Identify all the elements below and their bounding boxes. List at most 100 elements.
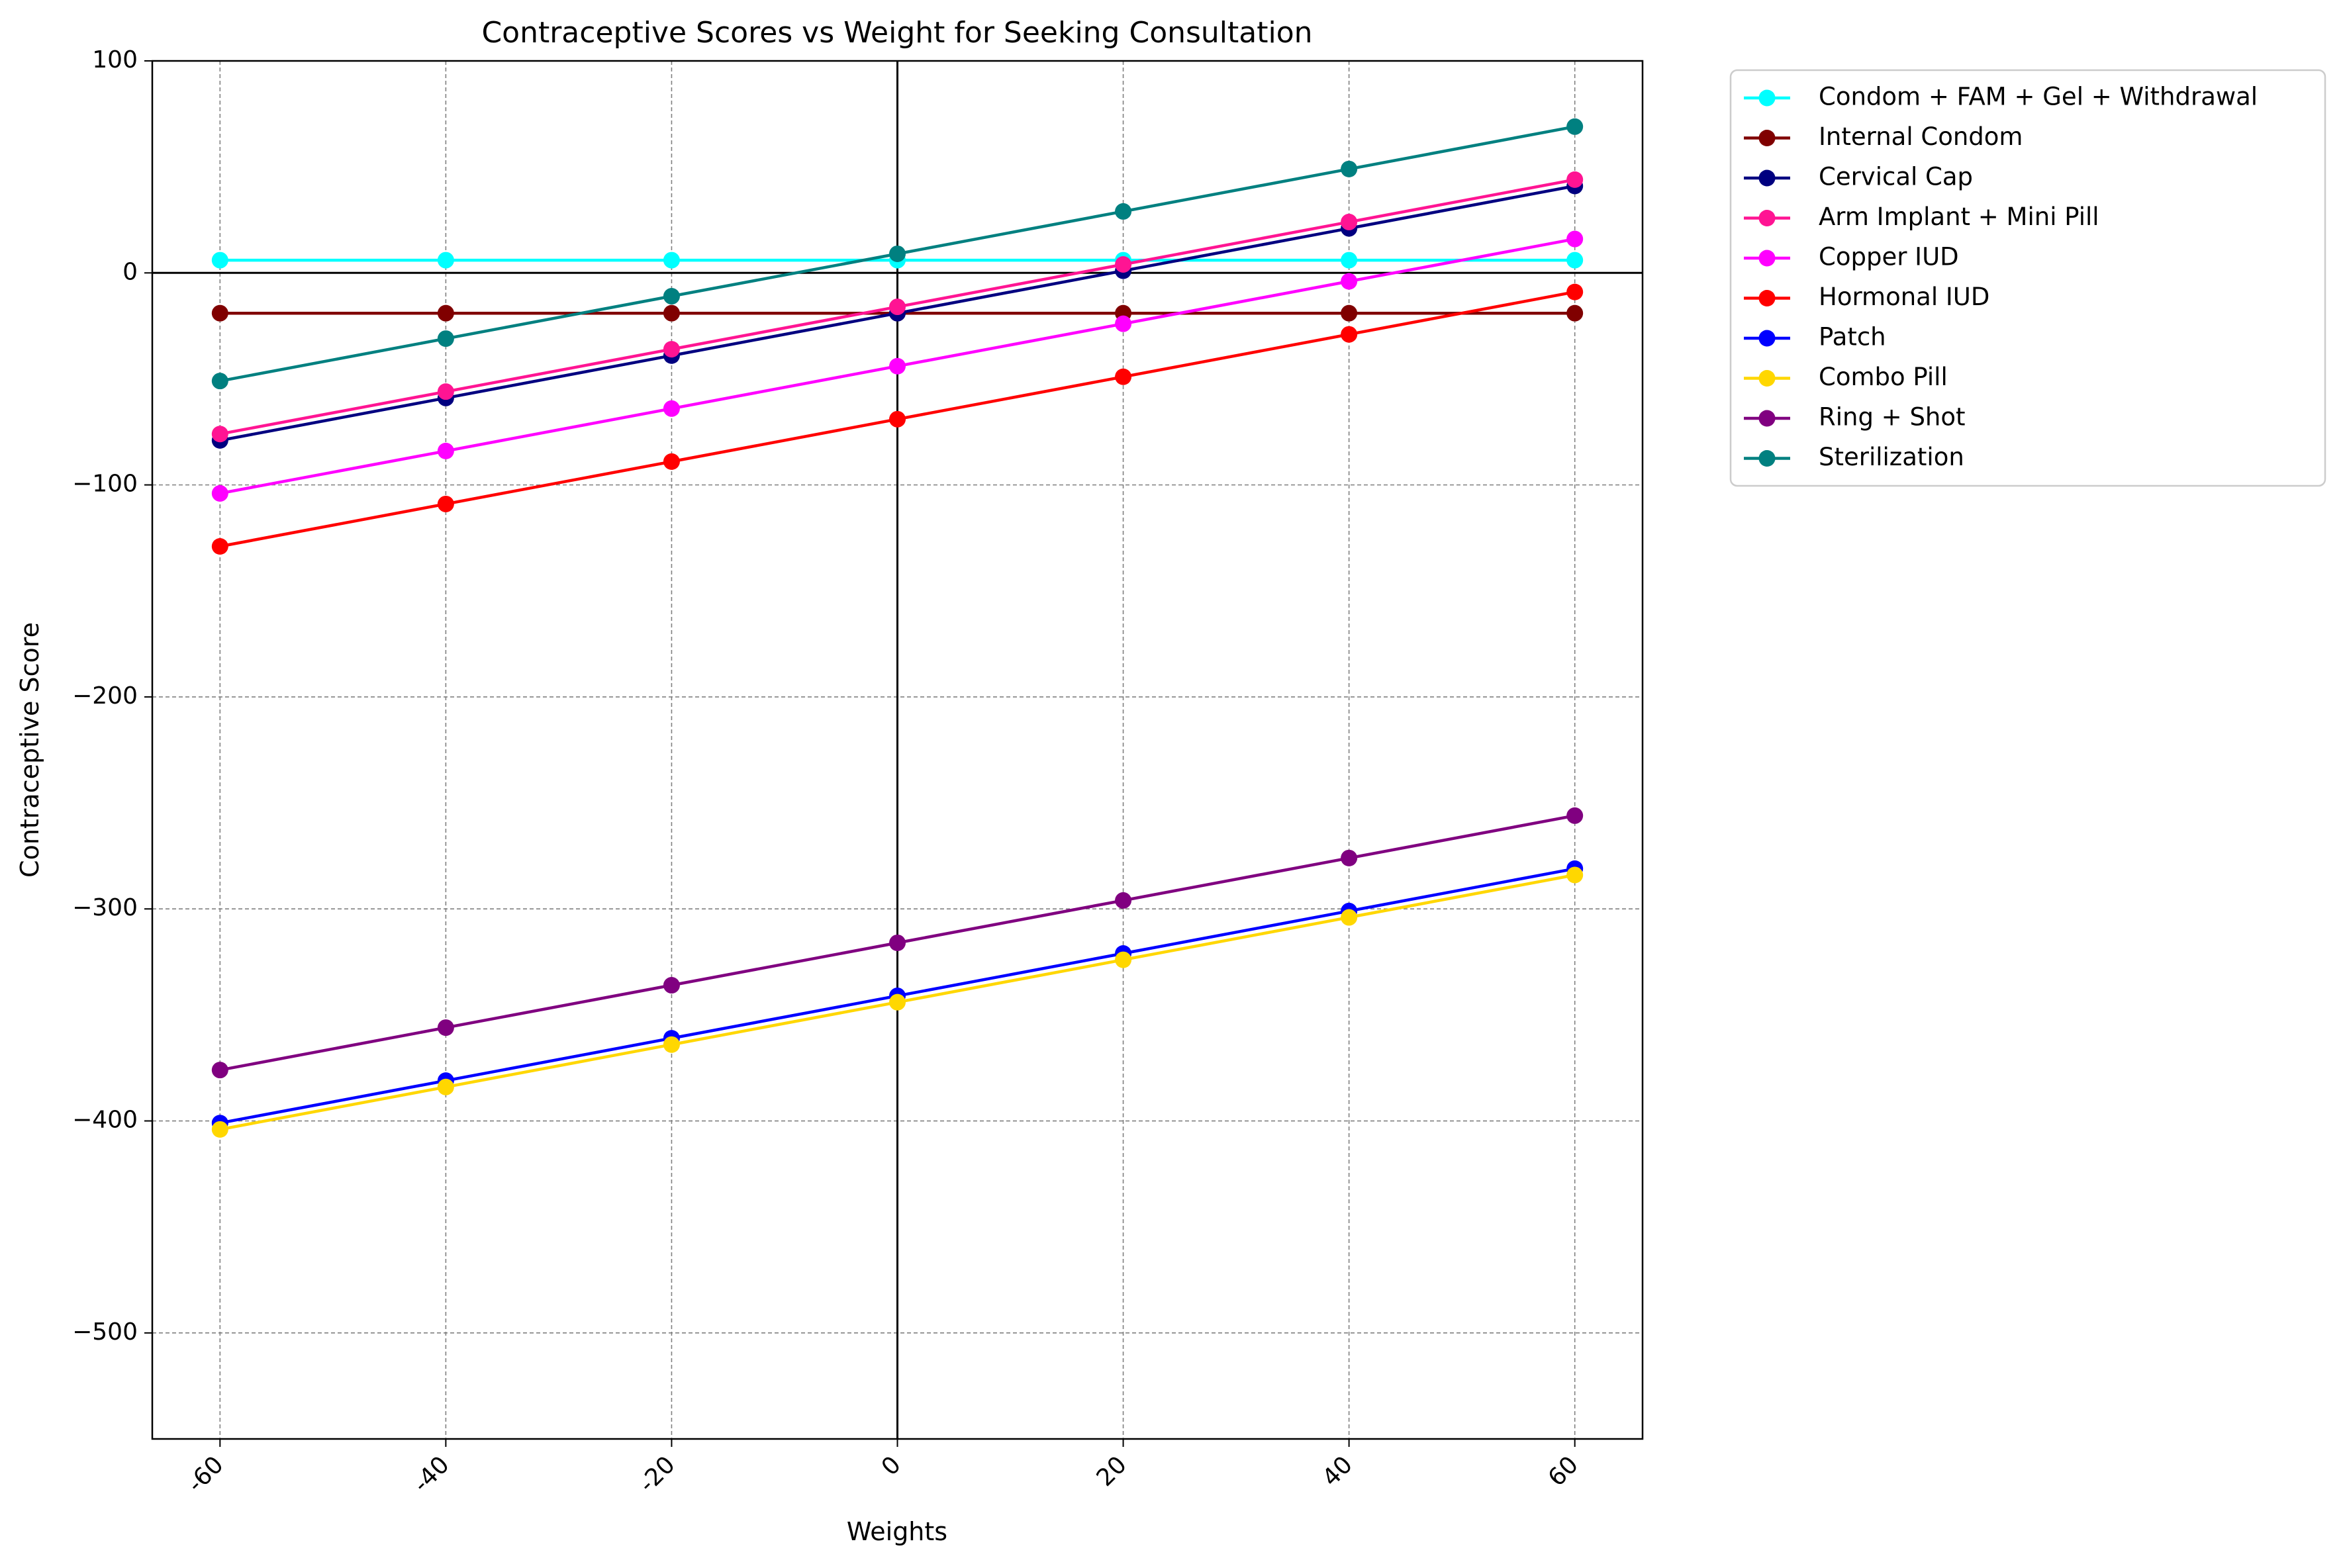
- data-point: [437, 495, 454, 512]
- data-point: [1566, 252, 1584, 269]
- data-point: [1341, 326, 1358, 343]
- legend-entry: Cervical Cap: [1744, 163, 1973, 191]
- legend-marker: [1758, 330, 1776, 347]
- data-point: [663, 288, 680, 305]
- y-tick-label: −100: [72, 471, 138, 498]
- chart-title: Contraceptive Scores vs Weight for Seeki…: [481, 16, 1312, 50]
- data-point: [437, 304, 454, 322]
- series-group: [211, 230, 1584, 502]
- data-point: [663, 453, 680, 470]
- legend-marker: [1758, 410, 1776, 427]
- data-point: [663, 977, 680, 994]
- data-point: [1115, 203, 1132, 220]
- data-point: [889, 410, 906, 428]
- data-point: [211, 1062, 228, 1079]
- data-point: [211, 538, 228, 555]
- data-point: [1566, 807, 1584, 824]
- series-group: [211, 283, 1584, 555]
- legend-marker: [1758, 130, 1776, 146]
- legend-label: Patch: [1819, 323, 1886, 351]
- data-point: [1115, 315, 1132, 332]
- legend-box: [1729, 69, 2326, 487]
- legend-entry: Ring + Shot: [1744, 403, 1966, 432]
- data-point: [211, 373, 228, 390]
- data-point: [437, 383, 454, 400]
- series-group: [211, 866, 1584, 1138]
- legend-label: Hormonal IUD: [1819, 283, 1989, 311]
- series-group: [211, 118, 1584, 390]
- data-point: [663, 1036, 680, 1053]
- data-point: [437, 252, 454, 269]
- series-lines: [211, 118, 1584, 1138]
- data-point: [1115, 368, 1132, 385]
- data-point: [1115, 951, 1132, 968]
- y-axis-label: Contraceptive Score: [15, 622, 44, 878]
- legend-marker: [1758, 89, 1776, 107]
- legend-entry: Condom + FAM + Gel + Withdrawal: [1744, 83, 2258, 111]
- legend-label: Sterilization: [1819, 443, 1964, 471]
- y-axis-ticks: 100 0 −100 −200 −300 −400 −500: [72, 46, 152, 1346]
- data-point: [437, 1078, 454, 1095]
- series-group: [211, 171, 1584, 443]
- legend: Condom + FAM + Gel + Withdrawal Internal …: [1729, 69, 2326, 487]
- data-point: [889, 934, 906, 951]
- legend-label: Copper IUD: [1819, 243, 1959, 271]
- data-point: [1566, 230, 1584, 248]
- legend-entry: Hormonal IUD: [1744, 283, 1989, 311]
- data-point: [1341, 304, 1358, 322]
- data-point: [889, 245, 906, 262]
- data-point: [437, 1019, 454, 1037]
- data-point: [1341, 273, 1358, 290]
- data-point: [437, 330, 454, 347]
- data-point: [663, 341, 680, 358]
- data-point: [211, 304, 228, 322]
- y-tick-label: −500: [72, 1318, 138, 1346]
- data-point: [1115, 892, 1132, 909]
- data-point: [1341, 252, 1358, 269]
- legend-marker: [1758, 370, 1776, 387]
- y-tick-label: −300: [72, 894, 138, 921]
- legend-label: Ring + Shot: [1819, 403, 1966, 432]
- data-point: [663, 304, 680, 322]
- legend-entry: Copper IUD: [1744, 243, 1959, 271]
- data-point: [889, 357, 906, 375]
- legend-entry: Sterilization: [1744, 443, 1964, 471]
- legend-entry: Arm Implant + Mini Pill: [1744, 203, 2099, 231]
- y-tick-label: 100: [92, 46, 138, 73]
- legend-label: Combo Pill: [1819, 363, 1948, 391]
- data-point: [1341, 213, 1358, 230]
- data-point: [211, 1121, 228, 1138]
- data-point: [211, 426, 228, 443]
- legend-marker: [1758, 290, 1776, 306]
- y-tick-label: −200: [72, 682, 138, 710]
- data-point: [1341, 160, 1358, 177]
- legend-label: Cervical Cap: [1819, 163, 1973, 191]
- data-point: [1115, 255, 1132, 273]
- data-point: [1341, 849, 1358, 866]
- legend-marker: [1758, 210, 1776, 226]
- data-point: [211, 252, 228, 269]
- y-tick-label: 0: [122, 258, 138, 285]
- series-group: [211, 807, 1584, 1079]
- legend-entry: Patch: [1744, 323, 1886, 351]
- legend-label: Arm Implant + Mini Pill: [1819, 203, 2099, 231]
- legend-label: Internal Condom: [1819, 122, 2023, 151]
- legend-marker: [1758, 169, 1776, 187]
- data-point: [1566, 118, 1584, 135]
- data-point: [663, 252, 680, 269]
- legend-marker: [1758, 450, 1776, 467]
- legend-entry: Internal Condom: [1744, 122, 2023, 151]
- x-axis-label: Weights: [847, 1517, 947, 1546]
- data-point: [1566, 304, 1584, 322]
- data-point: [889, 299, 906, 316]
- data-point: [1566, 283, 1584, 300]
- data-point: [211, 484, 228, 502]
- data-point: [1566, 866, 1584, 884]
- legend-marker: [1758, 250, 1776, 267]
- data-point: [1341, 909, 1358, 926]
- y-tick-label: −400: [72, 1107, 138, 1134]
- data-point: [437, 442, 454, 459]
- legend-entry: Combo Pill: [1744, 363, 1948, 391]
